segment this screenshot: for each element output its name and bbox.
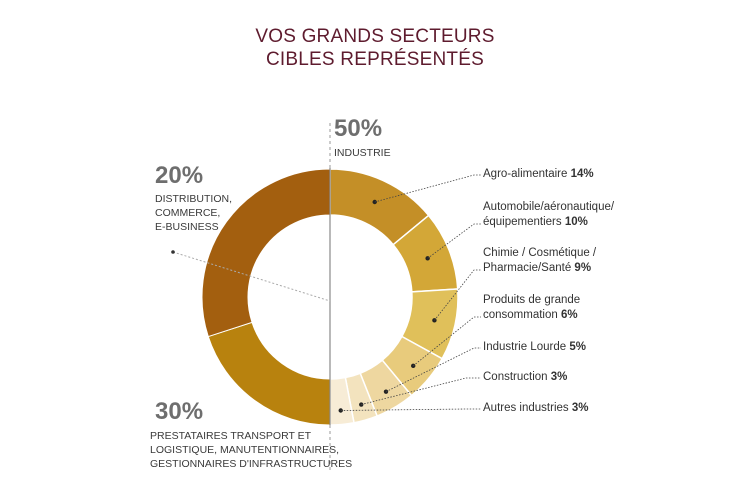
group-separator-dot — [171, 250, 175, 254]
industrie-label: INDUSTRIE — [334, 147, 391, 159]
slice-label-construction: Construction 3% — [483, 371, 568, 383]
slice-label-chimie-line-2: Pharmacie/Santé 9% — [483, 262, 592, 274]
transport-label-line-1: PRESTATAIRES TRANSPORT ET — [150, 430, 312, 442]
slice-label-auto-line-2: équipementiers 10% — [483, 216, 588, 228]
callout-industrie-lourde-leader — [385, 347, 481, 393]
transport-label-line-2: LOGISTIQUE, MANUTENTIONNAIRES, — [150, 444, 340, 456]
group-separator-leader — [172, 251, 331, 302]
transport-label-line-3: GESTIONNAIRES D'INFRASTRUCTURES — [150, 458, 353, 470]
callout-chimie-cosmetique-leader — [434, 269, 481, 321]
slice-label-autres: Autres industries 3% — [483, 402, 589, 414]
chart-title-line-1: VOS GRANDS SECTEURS — [255, 26, 495, 47]
transport-value: 30% — [155, 398, 204, 425]
slice-label-chimie-line-1: Chimie / Cosmétique / — [483, 247, 597, 259]
donut-segment-distribution — [207, 321, 331, 426]
distribution-label-line-3: E-BUSINESS — [155, 221, 219, 233]
callout-agro-alimentaire-dot — [372, 199, 377, 205]
chart-title-line-2: CIBLES REPRÉSENTÉS — [266, 49, 484, 70]
slice-label-auto-line-1: Automobile/aéronautique/ — [483, 201, 615, 213]
slice-label-agro: Agro-alimentaire 14% — [483, 168, 594, 180]
callout-construction-leader — [361, 377, 481, 405]
callout-agro-alimentaire-leader — [374, 174, 481, 203]
industrie-value: 50% — [334, 115, 383, 142]
distribution-label-line-1: DISTRIBUTION, — [155, 193, 233, 205]
callout-produits-de-grande-dot — [411, 363, 416, 369]
distribution-label-line-2: COMMERCE, — [155, 207, 221, 219]
slice-label-industrie-lourde: Industrie Lourde 5% — [483, 341, 586, 353]
callout-autres-industries-leader — [340, 408, 481, 411]
donut-segment-prestataires-transport-et — [201, 168, 331, 338]
distribution-value: 20% — [155, 162, 204, 189]
slice-label-produits-line-1: Produits de grande — [483, 294, 581, 306]
callout-automobile-aeronautique-leader — [427, 223, 481, 259]
slice-label-produits-line-2: consommation 6% — [483, 309, 578, 321]
